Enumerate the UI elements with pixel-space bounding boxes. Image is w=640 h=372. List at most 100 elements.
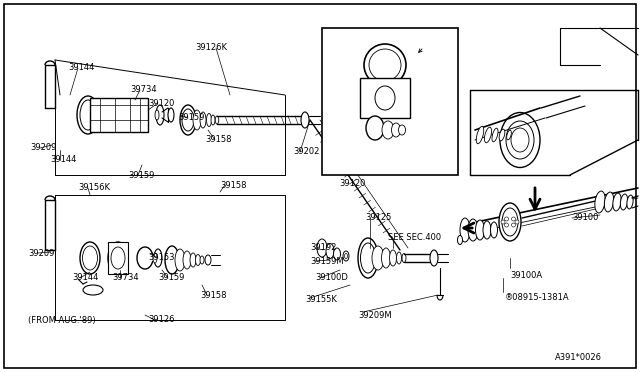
Ellipse shape	[484, 127, 492, 143]
Ellipse shape	[511, 217, 515, 221]
Ellipse shape	[343, 251, 349, 261]
Ellipse shape	[499, 129, 505, 141]
Ellipse shape	[390, 250, 397, 266]
Ellipse shape	[620, 194, 628, 210]
Ellipse shape	[499, 203, 521, 241]
Ellipse shape	[627, 195, 633, 209]
Ellipse shape	[501, 220, 505, 224]
Ellipse shape	[193, 110, 201, 130]
Text: 39144: 39144	[72, 273, 99, 282]
Ellipse shape	[366, 116, 384, 140]
Ellipse shape	[369, 49, 401, 81]
Ellipse shape	[153, 253, 157, 263]
Ellipse shape	[402, 253, 406, 263]
Ellipse shape	[504, 217, 509, 221]
Text: 39158: 39158	[205, 135, 232, 144]
Ellipse shape	[211, 115, 215, 125]
Ellipse shape	[604, 192, 614, 212]
Ellipse shape	[504, 223, 509, 227]
Ellipse shape	[483, 221, 491, 239]
Text: ®08915-1381A: ®08915-1381A	[505, 294, 570, 302]
Ellipse shape	[155, 110, 159, 120]
Text: 39209: 39209	[30, 144, 56, 153]
Ellipse shape	[317, 239, 327, 257]
Ellipse shape	[515, 220, 519, 224]
Ellipse shape	[502, 208, 518, 236]
Ellipse shape	[382, 121, 394, 139]
Text: 39159: 39159	[178, 113, 204, 122]
Ellipse shape	[301, 112, 309, 128]
Text: 39159: 39159	[128, 170, 154, 180]
Ellipse shape	[360, 243, 376, 273]
Text: 39158: 39158	[200, 291, 227, 299]
Ellipse shape	[492, 128, 498, 142]
Ellipse shape	[200, 256, 204, 264]
Text: 39100A: 39100A	[510, 270, 542, 279]
Ellipse shape	[506, 121, 534, 159]
Ellipse shape	[511, 128, 529, 152]
Ellipse shape	[175, 249, 185, 271]
Ellipse shape	[468, 219, 478, 241]
Text: 39120: 39120	[339, 179, 365, 187]
Text: 39126: 39126	[148, 315, 175, 324]
Ellipse shape	[392, 123, 401, 137]
Text: 39126K: 39126K	[195, 44, 227, 52]
Ellipse shape	[613, 193, 621, 211]
Ellipse shape	[182, 109, 194, 131]
Ellipse shape	[430, 250, 438, 266]
Bar	[108, 242, 128, 274]
Text: 39125: 39125	[365, 214, 392, 222]
Ellipse shape	[381, 248, 390, 268]
Ellipse shape	[372, 246, 384, 270]
Ellipse shape	[397, 252, 401, 264]
Ellipse shape	[165, 246, 179, 274]
Ellipse shape	[215, 116, 219, 124]
Ellipse shape	[207, 113, 211, 126]
Ellipse shape	[476, 220, 484, 240]
Text: 39144: 39144	[68, 64, 94, 73]
Ellipse shape	[205, 255, 211, 265]
Ellipse shape	[511, 223, 515, 227]
Ellipse shape	[195, 254, 200, 266]
Text: 39734: 39734	[112, 273, 139, 282]
Ellipse shape	[333, 248, 340, 260]
Ellipse shape	[168, 108, 174, 122]
Ellipse shape	[358, 238, 378, 278]
Text: 39192: 39192	[310, 244, 337, 253]
Ellipse shape	[476, 126, 484, 144]
Text: D: D	[425, 39, 430, 45]
Ellipse shape	[326, 244, 334, 259]
Ellipse shape	[458, 235, 463, 244]
Text: 39100: 39100	[572, 214, 598, 222]
Ellipse shape	[80, 100, 96, 130]
Text: (FROM AUG.'89): (FROM AUG.'89)	[28, 315, 95, 324]
Text: 39159M: 39159M	[310, 257, 344, 266]
Ellipse shape	[460, 218, 470, 242]
Ellipse shape	[83, 246, 97, 270]
Text: A391*0026: A391*0026	[555, 353, 602, 362]
Ellipse shape	[399, 125, 406, 135]
Ellipse shape	[595, 191, 605, 213]
Ellipse shape	[111, 247, 125, 269]
Text: 39156K: 39156K	[78, 183, 110, 192]
Ellipse shape	[200, 112, 206, 128]
Text: 39100D: 39100D	[315, 273, 348, 282]
Ellipse shape	[364, 44, 406, 86]
Text: 39158: 39158	[220, 180, 246, 189]
Ellipse shape	[180, 105, 196, 135]
Ellipse shape	[156, 105, 164, 125]
Bar	[90, 98, 148, 132]
Ellipse shape	[80, 242, 100, 274]
Text: 39153: 39153	[148, 253, 175, 263]
Ellipse shape	[183, 251, 191, 269]
Text: 39155K: 39155K	[305, 295, 337, 305]
Text: 39144: 39144	[50, 155, 76, 164]
Text: 39734: 39734	[130, 86, 157, 94]
Text: SEE SEC.400: SEE SEC.400	[388, 234, 441, 243]
Ellipse shape	[490, 222, 497, 238]
Ellipse shape	[375, 86, 395, 110]
Bar	[322, 28, 458, 175]
Ellipse shape	[507, 130, 511, 140]
Text: 39209M: 39209M	[358, 311, 392, 320]
Ellipse shape	[190, 253, 196, 267]
